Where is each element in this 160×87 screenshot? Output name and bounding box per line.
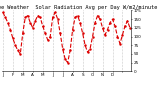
Title: Milwaukee Weather  Solar Radiation Avg per Day W/m2/minute: Milwaukee Weather Solar Radiation Avg pe… [0,5,157,10]
